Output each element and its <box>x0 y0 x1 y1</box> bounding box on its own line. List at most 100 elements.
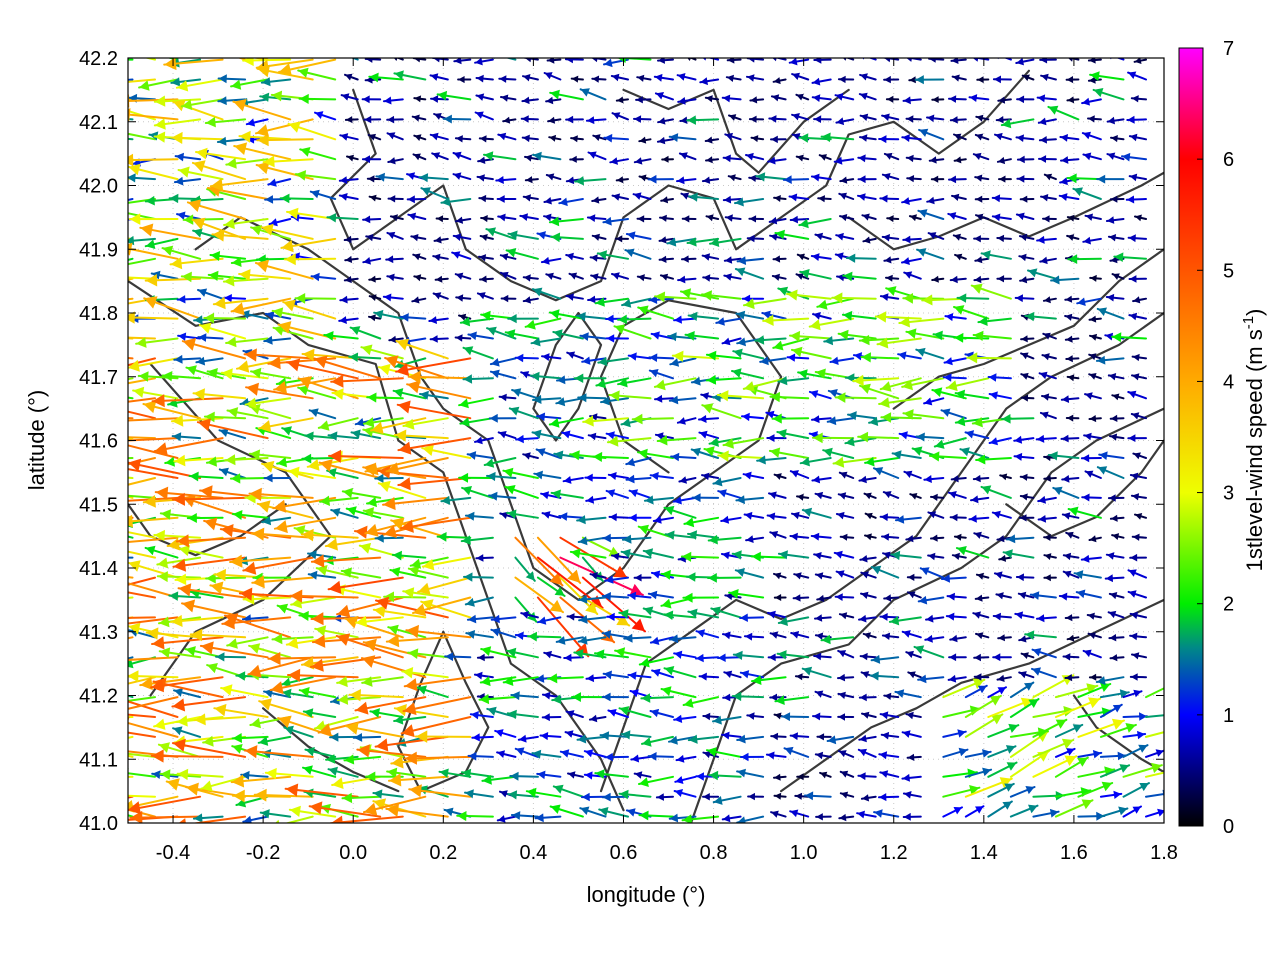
wind-arrow <box>673 650 697 659</box>
wind-arrow-shaft <box>128 656 179 661</box>
wind-arrow <box>654 432 674 440</box>
wind-arrow-head <box>468 751 477 761</box>
wind-arrow-head <box>628 591 637 601</box>
wind-arrow-head <box>536 448 546 457</box>
wind-arrow-head <box>877 337 889 349</box>
wind-arrow <box>743 632 765 641</box>
wind-arrow-head <box>998 96 1006 104</box>
wind-arrow-head <box>207 663 218 674</box>
wind-arrow-head <box>814 115 822 123</box>
wind-arrow <box>522 194 539 202</box>
wind-arrow-head <box>992 510 1001 519</box>
wind-arrow <box>587 432 607 441</box>
wind-arrow-head <box>511 811 521 820</box>
wind-arrow-head <box>707 747 717 757</box>
wind-arrow <box>363 115 382 124</box>
wind-arrow <box>128 494 156 499</box>
wind-arrow <box>954 416 990 427</box>
wind-arrow-head <box>674 789 683 797</box>
wind-arrow <box>814 572 832 580</box>
wind-arrow <box>1054 683 1099 699</box>
wind-arrow <box>926 196 945 205</box>
wind-arrow <box>774 695 810 705</box>
wind-arrow-head <box>789 58 798 66</box>
wind-arrow <box>768 491 787 499</box>
wind-arrow-head <box>364 802 378 816</box>
wind-arrow <box>814 614 832 622</box>
wind-arrow <box>565 293 584 301</box>
wind-arrow <box>478 135 494 143</box>
wind-arrow-head <box>747 234 755 243</box>
wind-arrow-head <box>809 319 821 331</box>
wind-arrow-head <box>880 613 888 621</box>
wind-arrow <box>250 367 292 380</box>
wind-arrow-head <box>361 344 373 356</box>
wind-arrow <box>217 74 247 84</box>
wind-arrow-head <box>456 294 464 302</box>
wind-arrow <box>416 685 449 699</box>
wind-arrow-head <box>231 256 242 267</box>
wind-arrow <box>287 466 337 479</box>
wind-arrow-head <box>703 712 711 721</box>
wind-arrow <box>288 805 337 818</box>
wind-arrow <box>1042 296 1057 304</box>
wind-arrow <box>363 417 404 428</box>
wind-arrow-head <box>904 470 913 478</box>
wind-arrow-head <box>196 147 208 160</box>
wind-arrow-head <box>389 773 402 787</box>
wind-arrow-head <box>834 550 843 559</box>
wind-arrow <box>620 730 652 740</box>
wind-arrow <box>948 175 967 184</box>
wind-arrow-head <box>733 650 743 660</box>
wind-arrow-head <box>403 418 415 430</box>
wind-arrow <box>680 551 720 562</box>
wind-arrow <box>173 354 202 364</box>
wind-arrow <box>638 775 674 787</box>
wind-arrow <box>903 271 922 280</box>
wind-arrow <box>400 516 472 533</box>
wind-arrow-head <box>1016 573 1024 582</box>
wind-arrow-head <box>176 80 189 92</box>
wind-arrow <box>258 698 314 718</box>
wind-arrow-shaft <box>128 357 134 360</box>
wind-arrow <box>886 215 900 223</box>
wind-arrow <box>192 813 224 823</box>
wind-arrow-head <box>1066 748 1075 756</box>
wind-arrow-head <box>751 135 759 143</box>
wind-arrow-head <box>1039 371 1048 380</box>
wind-arrow-head <box>344 276 352 284</box>
wind-arrow-head <box>649 353 658 362</box>
wind-arrow-shaft <box>128 461 202 479</box>
wind-arrow-head <box>612 112 621 120</box>
wind-arrow-head <box>523 74 531 82</box>
wind-arrow <box>861 213 877 221</box>
wind-arrow-head <box>955 416 966 427</box>
wind-arrow-head <box>152 636 165 650</box>
wind-arrow-head <box>859 693 867 702</box>
wind-arrow <box>810 532 832 541</box>
wind-arrow-head <box>269 218 278 227</box>
wind-arrow-head <box>949 653 957 662</box>
wind-arrow-head <box>1044 574 1051 582</box>
wind-arrow <box>761 310 787 320</box>
wind-arrow-head <box>591 273 599 281</box>
wind-arrow <box>901 630 922 639</box>
wind-arrow-head <box>651 331 660 340</box>
wind-arrow-head <box>725 132 733 141</box>
wind-arrow-head <box>479 254 487 262</box>
wind-arrow-head <box>500 511 508 519</box>
wind-arrow-head <box>1101 781 1113 792</box>
wind-arrow <box>1054 697 1102 718</box>
wind-arrow <box>833 550 855 559</box>
wind-arrow <box>950 475 967 483</box>
wind-arrow <box>822 447 855 459</box>
wind-arrow-head <box>740 670 750 679</box>
wind-arrow <box>285 636 337 649</box>
wind-arrow-head <box>861 591 869 599</box>
wind-arrow <box>577 635 607 645</box>
wind-arrow-shaft <box>327 576 404 591</box>
wind-arrow <box>991 510 1012 519</box>
wind-arrow-head <box>64 503 77 516</box>
wind-arrow-head <box>521 611 529 619</box>
wind-arrow-head <box>643 606 654 616</box>
